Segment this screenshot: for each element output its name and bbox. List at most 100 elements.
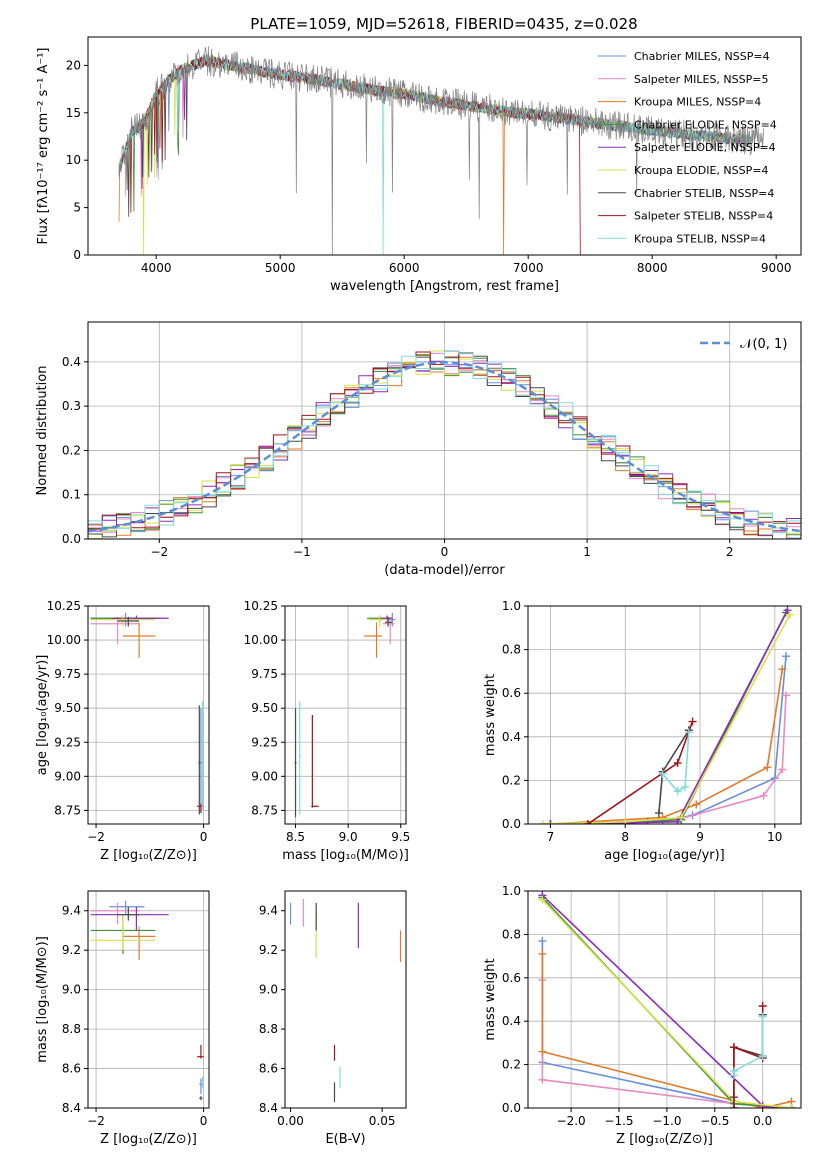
y-tick-label: 0.8	[502, 643, 521, 657]
series-marker	[729, 1104, 738, 1108]
normal-curve	[88, 361, 801, 533]
x-tick-label: 0	[441, 545, 449, 559]
y-tick-label: 0.0	[502, 817, 521, 831]
x-tick-label: 9.0	[339, 830, 358, 844]
x-tick-label: 9000	[761, 261, 792, 275]
x-tick-label: 5000	[265, 261, 296, 275]
y-tick-label: 0.2	[62, 443, 81, 457]
x-tick-label: 8.5	[286, 830, 305, 844]
y-tick-label: 8.6	[259, 1062, 278, 1076]
series-marker	[787, 1104, 796, 1108]
axes-frame	[87, 36, 802, 256]
x-tick-label: 8000	[637, 261, 668, 275]
y-tick-label: 8.8	[62, 1022, 81, 1036]
y-tick-label: 9.2	[259, 943, 278, 957]
figure-title: PLATE=1059, MJD=52618, FIBERID=0435, z=0…	[250, 15, 637, 33]
y-tick-label: 0.4	[502, 1014, 521, 1028]
legend: Chabrier MILES, NSSP=4 Salpeter MILES, NS…	[598, 50, 777, 245]
error-point	[197, 1044, 204, 1059]
legend-label: Kroupa MILES, NSSP=4	[634, 96, 761, 109]
series-marker	[782, 652, 791, 661]
series-marker	[546, 820, 555, 824]
series-marker	[692, 800, 701, 809]
series-line-8	[661, 732, 690, 793]
axes-frame	[527, 605, 802, 825]
y-tick-label: 0.2	[502, 1058, 521, 1072]
y-tick-label: 10.00	[244, 633, 278, 647]
y-tick-label: 9.25	[54, 735, 81, 749]
panel-residuals: −2 −1 0 1 2 0.0 0.1 0.2 0.3 0.4 (data-model)/error…	[35, 321, 802, 578]
error-point	[117, 906, 140, 921]
error-point	[201, 701, 204, 811]
y-tick-label: 0.2	[502, 773, 521, 787]
error-point	[384, 616, 393, 627]
x-axis-label: wavelength [Angstrom, rest frame]	[330, 279, 559, 294]
x-tick-label: 0	[200, 830, 208, 844]
error-point	[298, 701, 301, 815]
y-tick-label: 5	[73, 201, 81, 215]
series-marker	[621, 817, 630, 824]
legend-label: 𝒩(0, 1)	[740, 337, 787, 352]
legend-label: Chabrier STELIB, NSSP=4	[634, 187, 774, 200]
y-tick-label: 0.1	[62, 488, 81, 502]
x-tick-label: 9	[696, 830, 704, 844]
series-marker	[538, 949, 547, 958]
series-marker	[688, 717, 697, 726]
y-tick-label: 8.4	[259, 1101, 278, 1115]
x-tick-label: −2	[87, 830, 105, 844]
histogram-8	[88, 351, 801, 534]
y-tick-label: 8.8	[259, 1022, 278, 1036]
error-point	[90, 902, 140, 925]
y-tick-label: 20	[66, 58, 81, 72]
x-axis-label: Z [log₁₀(Z/Z⊙)]	[100, 848, 197, 863]
series-marker	[778, 765, 787, 774]
y-tick-label: 0.4	[502, 730, 521, 744]
x-tick-label: −2	[87, 1114, 105, 1128]
series-marker	[758, 1012, 767, 1021]
y-tick-label: 0.8	[502, 927, 521, 941]
x-axis-label: Z [log₁₀(Z/Z⊙)]	[616, 1132, 713, 1147]
legend: 𝒩(0, 1)	[700, 337, 787, 352]
y-tick-label: 9.50	[251, 701, 278, 715]
series-marker	[729, 1067, 738, 1076]
series-marker	[759, 791, 768, 800]
spectrum-line-5	[118, 55, 752, 255]
series-marker	[684, 728, 693, 737]
panel-mass_vs_Z: −2 0 8.4 8.6 8.8 9.0 9.2 9.4 Z [log₁₀(Z/Z⊙)] mass…	[35, 890, 210, 1147]
y-tick-label: 9.75	[251, 667, 278, 681]
series-marker	[783, 606, 792, 615]
y-tick-label: 0.4	[62, 355, 81, 369]
y-tick-label: 9.0	[259, 983, 278, 997]
error-point	[198, 705, 201, 815]
y-tick-label: 9.00	[251, 769, 278, 783]
error-point	[199, 1096, 203, 1101]
x-axis-label: E(B-V)	[325, 1132, 365, 1147]
panel-massweight_vs_Z: −2.0 −1.5 −1.0 −0.5 0.0 0.0 0.2 0.4 0.6 0.8 1.0 Z […	[483, 884, 802, 1147]
series-marker	[778, 665, 787, 674]
legend-label: Kroupa ELODIE, NSSP=4	[634, 164, 768, 177]
panel-age_vs_mass: 8.5 9.0 9.5 8.75 9.00 9.25 9.50 9.75 10.00 10.25 m…	[244, 599, 411, 863]
y-tick-label: 9.4	[62, 904, 81, 918]
axes-frame	[527, 890, 802, 1109]
series-marker	[673, 758, 682, 767]
y-tick-label: 0.6	[502, 686, 521, 700]
error-point	[388, 612, 396, 627]
series-marker	[758, 1002, 767, 1011]
x-tick-label: 4000	[141, 261, 172, 275]
series-marker	[785, 610, 794, 619]
x-tick-label: 0.00	[277, 1114, 304, 1128]
x-tick-label: 9.5	[391, 830, 410, 844]
error-point	[201, 1076, 204, 1089]
series-marker	[729, 1043, 738, 1052]
series-marker	[758, 1051, 767, 1060]
x-tick-label: 0.05	[369, 1114, 396, 1128]
series-marker	[673, 817, 682, 824]
y-tick-label: 0.0	[502, 1101, 521, 1115]
legend-label: Kroupa STELIB, NSSP=4	[634, 232, 766, 245]
axes-frame	[87, 605, 210, 825]
x-axis-label: Z [log₁₀(Z/Z⊙)]	[100, 1132, 197, 1147]
x-tick-label: 0.0	[753, 1114, 772, 1128]
error-point	[122, 622, 156, 658]
x-axis-label: (data-model)/error	[384, 563, 505, 578]
